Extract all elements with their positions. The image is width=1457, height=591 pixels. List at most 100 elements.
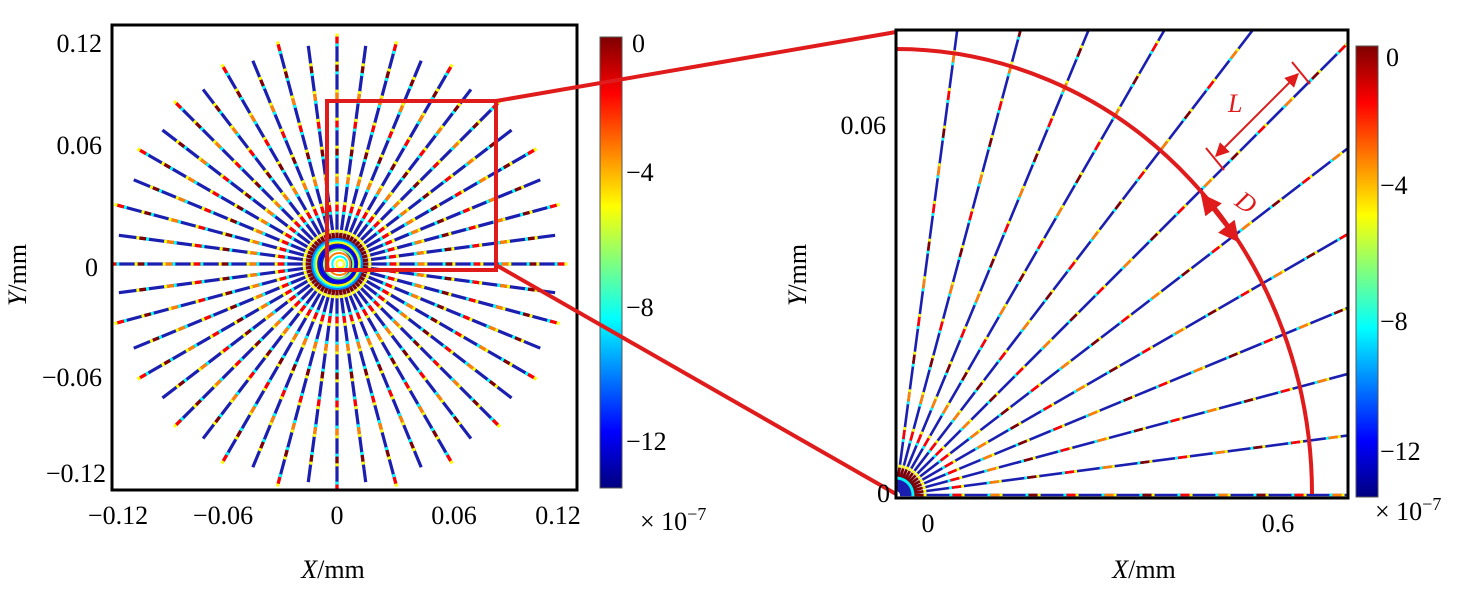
right-spoke-5-bead xyxy=(1148,297,1153,302)
right-spoke-1-bead xyxy=(914,490,924,494)
right-spoke-7-bead xyxy=(950,419,955,424)
left-spoke-45-bead xyxy=(511,335,516,340)
left-spoke-28-bead xyxy=(233,320,238,325)
left-spoke-28-bead xyxy=(185,348,190,353)
right-spoke-7-bead xyxy=(1114,201,1123,210)
left-spoke-38-bead xyxy=(392,476,398,485)
left-spoke-3-bead xyxy=(365,249,370,254)
right-spoke-1-bead xyxy=(1290,440,1301,445)
left-spoke-16-bead xyxy=(262,136,267,141)
left-spoke-43-bead xyxy=(494,384,499,389)
left-spoke-18-bead xyxy=(271,198,277,204)
right-spoke-11-bead xyxy=(921,279,926,289)
left-spoke-22-bead xyxy=(225,232,233,238)
left-spoke-19-bead xyxy=(294,230,299,236)
right-spoke-2-bead xyxy=(1317,378,1327,384)
right-spoke-5-bead xyxy=(1181,268,1190,277)
left-spoke-20-bead xyxy=(136,147,141,152)
left-spoke-34-bead xyxy=(285,446,290,451)
left-spoke-33-bead xyxy=(322,292,327,297)
right-spoke-3-bead xyxy=(1050,428,1054,433)
left-spoke-14-bead xyxy=(298,125,304,133)
right-spoke-9-bead xyxy=(1076,47,1083,58)
left-spoke-26-bead xyxy=(225,290,233,296)
left-spoke-14-bead xyxy=(276,43,282,52)
right-spoke-6-bead xyxy=(1364,25,1366,27)
left-spoke-26-bead xyxy=(231,289,236,294)
left-spoke-41-bead xyxy=(371,310,377,315)
left-plot-frame xyxy=(110,23,579,492)
right-spoke-8-bead xyxy=(1054,215,1059,220)
right-ytick-0: 0 xyxy=(877,479,890,508)
left-spoke-17-bead xyxy=(212,102,217,107)
left-spoke-4-bead xyxy=(436,203,441,208)
left-spoke-5-bead xyxy=(449,173,455,178)
right-spoke-4-bead xyxy=(1381,214,1384,216)
left-spoke-3-bead xyxy=(514,186,522,192)
left-spoke-34-bead xyxy=(278,473,283,478)
left-spoke-33-bead xyxy=(269,415,276,423)
right-spoke-3-bead xyxy=(1061,423,1066,428)
right-spoke-3-bead xyxy=(1052,425,1063,431)
left-spoke-46-bead xyxy=(393,277,398,282)
left-spoke-14-bead xyxy=(321,212,326,217)
left-spoke-10-bead xyxy=(349,206,354,214)
right-spoke-5-bead xyxy=(1241,222,1251,231)
right-spoke-8-bead xyxy=(940,412,945,417)
left-spoke-18-bead xyxy=(194,121,202,129)
left-spoke-13-bead xyxy=(320,149,325,157)
left-spoke-39-bead xyxy=(411,447,416,452)
left-spoke-4-bead xyxy=(508,161,514,166)
left-spoke-31-bead xyxy=(303,302,309,307)
left-spoke-44-bead xyxy=(484,348,489,353)
left-spoke-13-bead xyxy=(313,93,318,101)
right-spoke-4-bead xyxy=(1414,195,1417,197)
left-spoke-31-bead xyxy=(214,415,221,424)
left-spoke-32-bead xyxy=(253,403,258,408)
left-spoke-41-bead xyxy=(451,413,456,418)
left-spoke-10-bead xyxy=(350,203,355,208)
left-spoke-38-bead xyxy=(385,449,391,457)
left-spoke-3-bead xyxy=(468,206,473,211)
left-spoke-2-bead xyxy=(420,239,425,243)
right-spoke-7-bead xyxy=(1160,140,1169,150)
left-spoke-33-bead xyxy=(272,412,277,417)
right-spoke-6-bead xyxy=(988,393,998,403)
left-spoke-33-bead xyxy=(283,386,288,391)
left-spoke-38-bead xyxy=(350,320,355,325)
right-spoke-7-bead xyxy=(1044,291,1053,301)
left-spoke-35-bead xyxy=(316,399,321,407)
left-spoke-16-bead xyxy=(281,169,286,174)
right-spoke-6-bead xyxy=(934,447,944,457)
left-spoke-17-bead xyxy=(269,176,274,182)
left-spoke-7-bead xyxy=(400,176,405,182)
left-spoke-25-bead xyxy=(277,269,286,274)
left-spoke-38-bead xyxy=(384,446,389,451)
right-spoke-7-bead xyxy=(1235,47,1240,52)
left-spoke-43-bead xyxy=(486,378,491,383)
left-spoke-21-bead xyxy=(158,188,163,193)
left-spoke-22-bead xyxy=(177,219,182,224)
right-spoke-4-bead xyxy=(1073,389,1078,394)
right-spoke-7-bead xyxy=(1143,168,1147,173)
left-spoke-2-bead xyxy=(414,239,422,245)
left-spoke-18-bead xyxy=(291,218,297,224)
left-spoke-19-bead xyxy=(222,175,230,183)
left-spoke-18-bead xyxy=(214,141,222,149)
left-spoke-10-bead xyxy=(365,149,370,153)
right-spoke-5-bead xyxy=(1393,108,1400,114)
right-spoke-6-bead xyxy=(1257,125,1266,134)
left-spoke-14-bead xyxy=(275,41,280,45)
left-spoke-1-bead xyxy=(444,247,452,252)
right-spoke-2-bead xyxy=(1436,349,1439,350)
left-spoke-42-bead xyxy=(392,319,400,327)
left-spoke-45-bead xyxy=(442,306,447,311)
left-spoke-39-bead xyxy=(387,389,394,398)
right-spoke-3-bead xyxy=(1201,365,1206,370)
left-spoke-33-bead xyxy=(279,395,284,400)
right-spoke-7-bead xyxy=(958,409,962,414)
left-spoke-17-bead xyxy=(297,213,303,218)
left-spoke-41-bead xyxy=(382,324,388,329)
right-spoke-8-bead xyxy=(1073,182,1078,187)
